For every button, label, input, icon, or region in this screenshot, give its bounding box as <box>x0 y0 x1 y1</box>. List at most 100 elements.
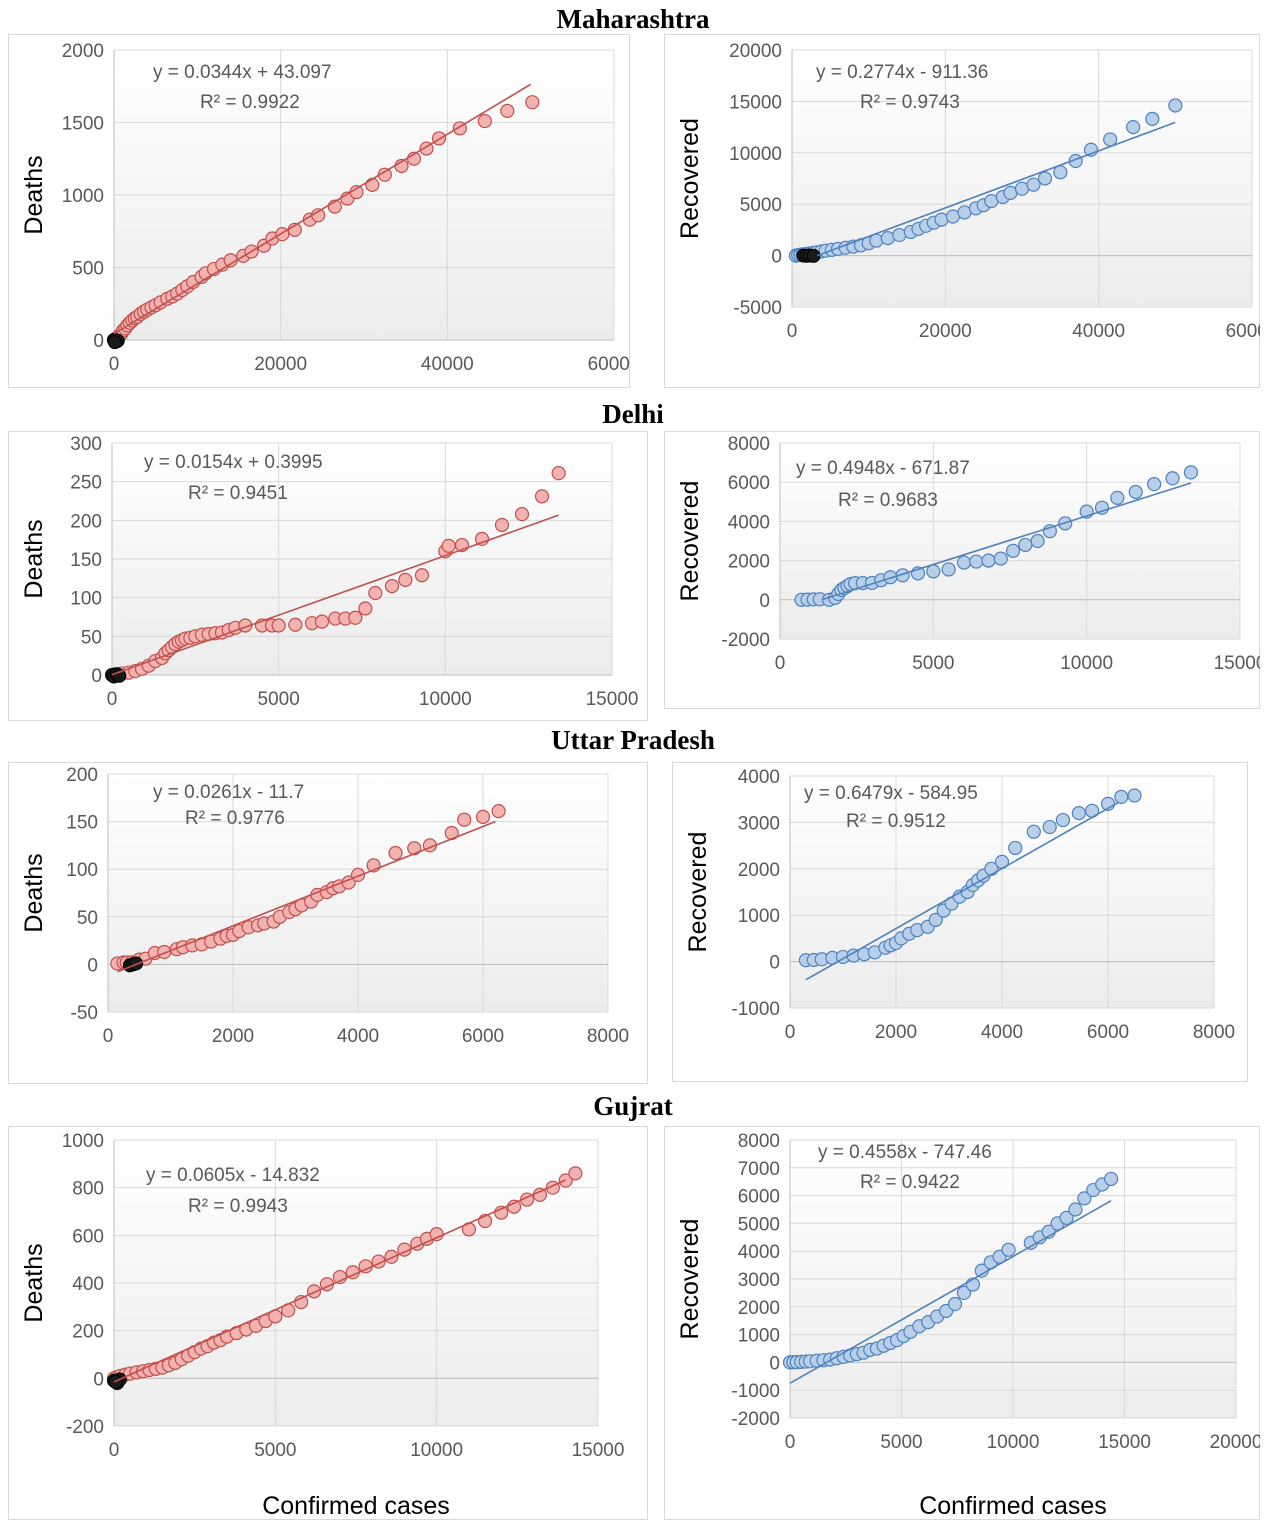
data-point <box>1145 111 1160 126</box>
data-point <box>1053 165 1068 180</box>
x-tick-label: 2000 <box>212 1026 254 1047</box>
y-tick-label: 50 <box>81 627 102 648</box>
up-deaths-chart: -50 0 50 100 150 200 0 2000 4000 6000 8000 Deaths y … <box>8 762 648 1084</box>
data-point <box>551 466 566 481</box>
x-tick-label: 15000 <box>1098 1432 1151 1453</box>
y-tick-label: 4000 <box>728 512 770 533</box>
trend-equation: y = 0.4948x - 671.87 <box>796 458 970 479</box>
data-point <box>306 1284 322 1299</box>
y-tick-label: 600 <box>72 1226 104 1247</box>
y-axis-label: Recovered <box>676 118 704 239</box>
maharashtra-deaths-svg: 05001000150020000200004000060000Deathsy … <box>8 34 630 388</box>
x-tick-label: 0 <box>109 354 120 375</box>
y-tick-label: 20000 <box>729 41 782 62</box>
x-tick-label: 15000 <box>1214 653 1260 674</box>
y-tick-label: 5000 <box>740 195 782 216</box>
x-tick-label: 0 <box>785 1432 796 1453</box>
x-tick-label: 6000 <box>1087 1022 1129 1043</box>
data-point <box>1055 812 1071 828</box>
y-tick-label: -1000 <box>731 999 780 1020</box>
y-tick-label: 7000 <box>738 1159 780 1180</box>
data-point <box>926 564 941 579</box>
x-tick-label: 60000 <box>1226 321 1260 342</box>
data-point <box>358 601 373 616</box>
data-point-dark <box>806 248 821 263</box>
y-tick-label: -50 <box>71 1003 98 1024</box>
y-tick-label: 15000 <box>729 92 782 113</box>
x-tick-label: 10000 <box>410 1440 463 1461</box>
y-tick-label: -1000 <box>731 1381 780 1402</box>
data-point <box>1026 824 1041 839</box>
y-axis-label: Recovered <box>676 1219 704 1340</box>
data-point <box>1018 537 1033 553</box>
trendline <box>816 121 1176 257</box>
trend-equation: y = 0.4558x - 747.46 <box>818 1142 992 1163</box>
y-tick-label: 100 <box>66 860 98 881</box>
x-tick-label: 40000 <box>421 354 474 375</box>
x-axis-label: Confirmed cases <box>262 1492 450 1520</box>
data-point <box>457 812 472 827</box>
data-point <box>384 578 400 594</box>
data-point <box>1165 471 1180 486</box>
data-point <box>1183 465 1199 480</box>
data-point <box>1059 1210 1074 1225</box>
x-tick-label: 20000 <box>919 321 972 342</box>
data-point <box>288 617 303 632</box>
x-tick-label: 10000 <box>987 1432 1040 1453</box>
data-point <box>969 554 984 569</box>
data-point <box>1005 543 1021 558</box>
y-tick-label: -2000 <box>731 1409 780 1430</box>
data-point <box>477 113 492 129</box>
x-tick-label: 6000 <box>462 1026 504 1047</box>
delhi-deaths-svg: 0 50 100 150 200 250 300 0 5000 10000 15000 Deaths y… <box>8 431 648 721</box>
data-point <box>1147 477 1162 492</box>
data-point <box>507 1199 522 1214</box>
y-axis-label: Recovered <box>684 832 712 953</box>
state-title-maharashtra: Maharashtra <box>556 4 710 34</box>
r-squared-label: R² = 0.9683 <box>838 490 938 511</box>
x-tick-label: 15000 <box>586 689 639 710</box>
data-point <box>880 231 895 246</box>
y-tick-label: 0 <box>759 591 770 612</box>
y-tick-label: 3000 <box>738 813 780 834</box>
y-tick-label: 4000 <box>738 1242 780 1263</box>
data-point <box>928 912 943 927</box>
up-recovered-chart: -1000 0 1000 2000 3000 4000 0 2000 4000 6000 8000 R… <box>672 762 1248 1082</box>
gujrat-deaths-chart: -200 0 200 400 600 800 1000 0 5000 10000 15000 Deat… <box>8 1126 648 1520</box>
x-tick-label: 4000 <box>981 1022 1023 1043</box>
x-tick-label: 5000 <box>912 653 954 674</box>
r-squared-label: R² = 0.9451 <box>188 483 288 504</box>
trendline <box>117 820 496 973</box>
data-point <box>1104 1171 1119 1187</box>
trendline <box>111 514 559 676</box>
data-point <box>514 507 530 522</box>
data-point <box>934 212 949 227</box>
trendline <box>789 1200 1112 1384</box>
data-point <box>500 103 515 119</box>
x-tick-label: 15000 <box>572 1440 625 1461</box>
y-tick-label: 50 <box>77 908 98 929</box>
gujrat-recovered-svg: -2000 -1000 0 1000 2000 3000 4000 5000 6000 7000 8… <box>664 1126 1260 1520</box>
r-squared-label: R² = 0.9743 <box>860 92 960 113</box>
y-tick-label: 200 <box>72 1322 104 1343</box>
y-tick-label: 2000 <box>738 860 780 881</box>
trend-equation: y = 0.2774x - 911.36 <box>816 62 988 83</box>
x-tick-label: 10000 <box>1060 653 1113 674</box>
data-point <box>271 618 286 633</box>
y-tick-label: 6000 <box>738 1187 780 1208</box>
state-title-uttar-pradesh: Uttar Pradesh <box>551 725 715 755</box>
x-tick-label: 2000 <box>875 1022 917 1043</box>
data-point <box>407 841 422 856</box>
y-tick-label: 100 <box>70 589 102 610</box>
y-tick-label: 150 <box>70 550 102 571</box>
x-tick-label: 0 <box>109 1440 120 1461</box>
delhi-deaths-chart: 0 50 100 150 200 250 300 0 5000 10000 15000 Deaths y… <box>8 431 648 721</box>
data-point <box>1026 177 1041 192</box>
y-tick-label: 250 <box>70 473 102 494</box>
r-squared-label: R² = 0.9422 <box>860 1172 960 1193</box>
x-tick-label: 4000 <box>337 1026 379 1047</box>
data-point <box>1068 1202 1083 1217</box>
trend-equation: y = 0.0344x + 43.097 <box>153 62 332 83</box>
maharashtra-recovered-svg: -500005000100001500020000020000400006000… <box>664 34 1260 388</box>
trendline <box>113 1179 567 1383</box>
